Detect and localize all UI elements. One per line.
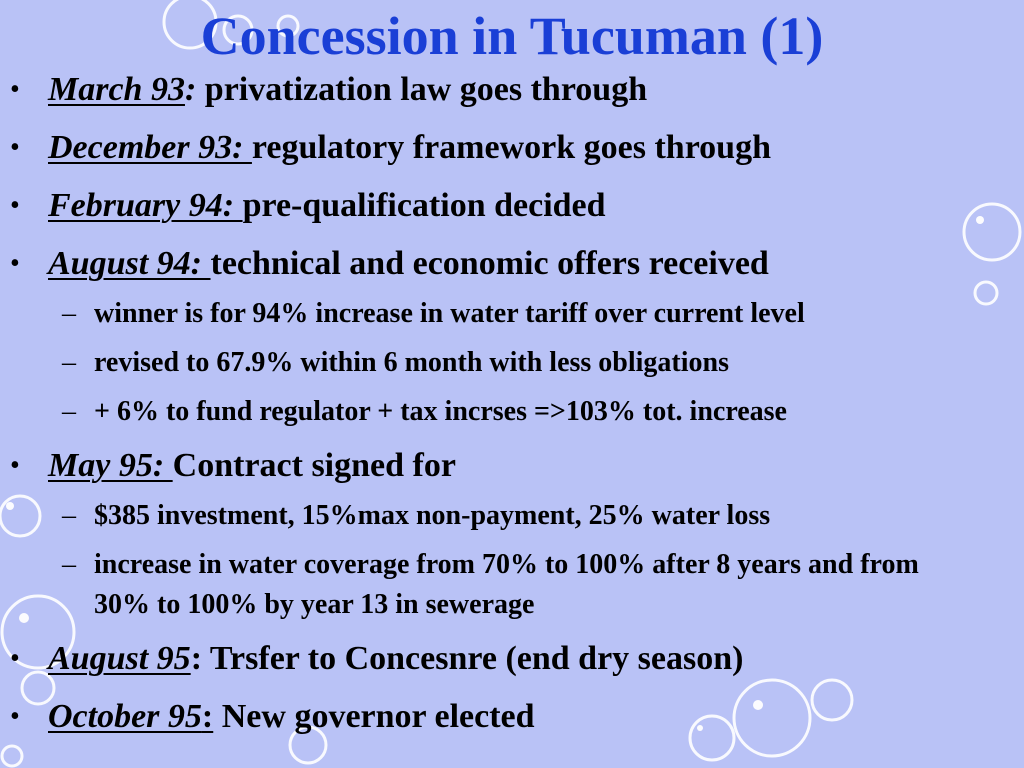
sub-bullet: – revised to 67.9% within 6 month with l… (0, 343, 974, 383)
dash-icon: – (62, 347, 76, 378)
bullet-text: pre-qualification decided (242, 187, 606, 224)
sub-bullet-text: + 6% to fund regulator + tax incrses =>1… (94, 396, 787, 427)
date-label: March 93 (48, 71, 185, 108)
bullet-october-95: • October 95: New governor elected (0, 697, 1024, 737)
bullet-may-95: • May 95: Contract signed for (0, 446, 1024, 486)
date-label: August 95 (48, 640, 191, 677)
bullet-march-93: • March 93: privatization law goes throu… (0, 70, 1024, 110)
sub-bullet-text: $385 investment, 15%max non-payment, 25%… (94, 500, 771, 531)
bullet-icon: • (10, 701, 20, 732)
bullet-icon: • (10, 190, 20, 221)
date-label: October 95 (48, 698, 202, 735)
date-label: February 94: (48, 187, 243, 224)
sub-bullet-text: increase in water coverage from 70% to 1… (94, 549, 919, 620)
bullet-text: regulatory framework goes through (251, 129, 771, 166)
dash-icon: – (62, 396, 76, 427)
sub-bullet: – $385 investment, 15%max non-payment, 2… (0, 496, 974, 536)
bullet-december-93: • December 93: regulatory framework goes… (0, 128, 1024, 168)
bullet-august-95: • August 95: Trsfer to Concesnre (end dr… (0, 639, 1024, 679)
sub-bullet: – increase in water coverage from 70% to… (0, 545, 974, 625)
bullet-august-94: • August 94: technical and economic offe… (0, 244, 1024, 284)
dash-icon: – (62, 549, 76, 580)
bullet-text: privatization law goes through (196, 71, 648, 108)
date-separator: : (201, 698, 214, 735)
bullet-icon: • (10, 74, 20, 105)
date-separator: : (190, 640, 203, 677)
bullet-icon: • (10, 132, 20, 163)
dash-icon: – (62, 298, 76, 329)
bullet-icon: • (10, 643, 20, 674)
sub-bullet: – winner is for 94% increase in water ta… (0, 294, 974, 334)
bullet-list: • March 93: privatization law goes throu… (0, 70, 1024, 755)
date-label: May 95: (48, 447, 173, 484)
bullet-text: technical and economic offers received (210, 245, 769, 282)
bullet-february-94: • February 94: pre-qualification decided (0, 186, 1024, 226)
date-separator: : (184, 71, 197, 108)
sub-bullet-text: winner is for 94% increase in water tari… (94, 298, 805, 329)
bullet-text: New governor elected (213, 698, 535, 735)
bullet-text: Contract signed for (172, 447, 456, 484)
date-label: December 93: (48, 129, 252, 166)
sub-bullet-text: revised to 67.9% within 6 month with les… (94, 347, 729, 378)
sub-bullet: – + 6% to fund regulator + tax incrses =… (0, 392, 974, 432)
slide-title: Concession in Tucuman (1) (200, 6, 824, 66)
bullet-icon: • (10, 450, 20, 481)
bullet-text: Trsfer to Concesnre (end dry season) (202, 640, 744, 677)
bullet-icon: • (10, 248, 20, 279)
dash-icon: – (62, 500, 76, 531)
date-label: August 94: (48, 245, 211, 282)
